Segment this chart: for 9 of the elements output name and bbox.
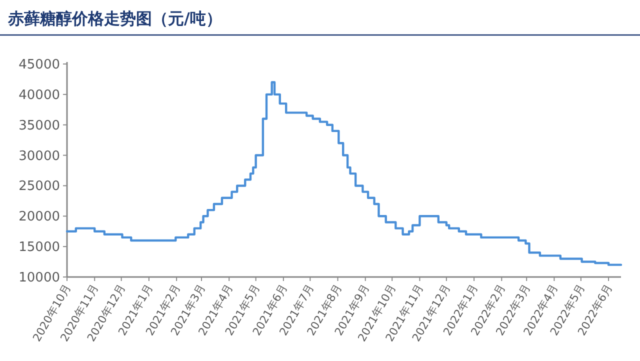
y-tick-label: 30000 <box>18 148 60 164</box>
y-tick-label: 45000 <box>18 58 60 72</box>
y-tick-label: 40000 <box>18 88 60 103</box>
y-tick-label: 15000 <box>18 240 60 256</box>
y-tick-label: 25000 <box>18 179 60 194</box>
y-tick-label: 35000 <box>18 118 60 134</box>
chart-title: 赤藓糖醇价格走势图（元/吨） <box>7 9 222 28</box>
y-tick-label: 20000 <box>18 210 60 225</box>
y-tick-label: 10000 <box>18 270 60 286</box>
